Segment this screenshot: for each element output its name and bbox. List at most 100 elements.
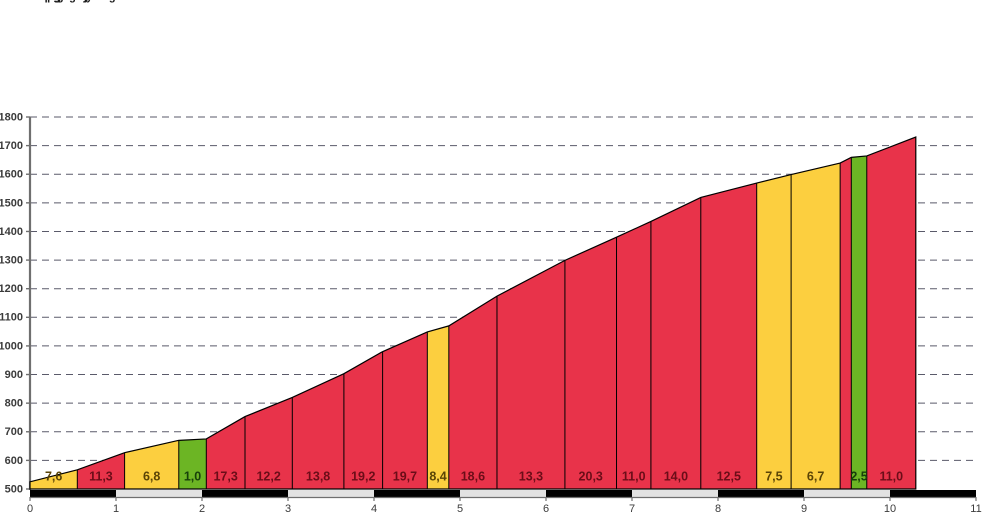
km-bar-block-5: [460, 490, 546, 497]
profile-segment-9: [427, 325, 449, 489]
point-label-13: 1380: [0, 0, 24, 3]
point-label-18: 1639 - 1st gallery: [0, 0, 90, 3]
point-label-0: 525 - Ovato: [0, 0, 60, 3]
x-tick-label: 1: [113, 503, 119, 512]
y-tick-label: 1100: [0, 312, 23, 324]
km-bar-block-1: [116, 490, 202, 497]
profile-segment-8: [382, 331, 428, 489]
gradient-label-20: 11,0: [879, 469, 903, 483]
profile-segment-1: [77, 452, 125, 489]
profile-segment-15: [700, 183, 757, 489]
km-bar-block-8: [718, 490, 804, 497]
point-label-8: 980: [0, 0, 18, 3]
km-bar-block-10: [890, 490, 976, 497]
km-bar-block-7: [632, 490, 718, 497]
gradient-label-6: 13,8: [306, 469, 330, 483]
x-tick-label: 5: [457, 503, 463, 512]
gradient-label-5: 12,2: [256, 469, 280, 483]
point-label-19: 1659 - 2nd gallery: [0, 0, 93, 3]
gradient-label-7: 19,2: [351, 469, 375, 483]
profile-segment-6: [292, 373, 344, 489]
point-label-3: 670 - Liariis: [0, 0, 61, 3]
gradient-label-17: 6,7: [807, 469, 824, 483]
y-tick-label: 1000: [0, 340, 23, 352]
x-tick-label: 3: [285, 503, 291, 512]
point-label-20: 1664 - 3rd gallery: [0, 0, 91, 3]
gradient-label-1: 11,3: [89, 469, 113, 483]
y-tick-label: 1800: [0, 111, 23, 123]
y-tick-label: 800: [5, 398, 23, 410]
point-label-6: 820: [0, 0, 18, 3]
km-bar-block-2: [202, 490, 288, 497]
x-tick-label: 11: [970, 503, 981, 512]
point-label-16: 1569 - crossroad Malga Pozof: [0, 0, 155, 3]
x-tick-label: 9: [801, 503, 807, 512]
profile-segment-2: [124, 440, 179, 489]
gradient-label-12: 20,3: [579, 469, 603, 483]
km-bar-block-6: [546, 490, 632, 497]
point-label-9: 1049: [0, 0, 24, 3]
profile-segment-10: [448, 296, 497, 489]
gradient-label-11: 13,3: [519, 469, 543, 483]
gradient-label-9: 8,4: [429, 469, 446, 483]
gradient-label-19: 2,5: [850, 469, 867, 483]
profile-segment-16: [756, 174, 792, 489]
km-bar-block-3: [288, 490, 374, 497]
x-tick-label: 6: [543, 503, 549, 512]
x-tick-label: 8: [715, 503, 721, 512]
y-tick-label: 900: [5, 369, 23, 381]
point-label-12: 1299: [0, 0, 24, 3]
x-tick-label: 4: [371, 503, 377, 512]
profile-segment-4: [206, 416, 245, 489]
point-label-10: 1070: [0, 0, 24, 3]
y-tick-label: 500: [5, 483, 23, 495]
profile-segment-3: [178, 438, 207, 489]
profile-segment-14: [650, 197, 701, 489]
x-tick-label: 0: [27, 503, 33, 512]
profile-segment-13: [616, 221, 651, 489]
profile-segment-17: [791, 163, 841, 489]
point-labels-layer: 525 - Ovato567 - Lenzone church627 - cha…: [0, 0, 155, 3]
y-tick-label: 1300: [0, 254, 23, 266]
point-label-7: 903 - turn effige San Antonio: [0, 0, 150, 3]
profile-outline: [29, 136, 917, 490]
profile-segment-7: [343, 351, 383, 489]
point-label-21: 1730 - top Monte Zoncolan: [0, 0, 139, 3]
point-label-15: 1519: [0, 0, 24, 3]
point-label-14: 1435: [0, 0, 24, 3]
gradient-label-3: 1,0: [184, 469, 201, 483]
gradient-label-16: 7,5: [765, 469, 782, 483]
point-label-2: 627 - chapel of Carmine: [0, 0, 124, 3]
profile-segment-5: [245, 397, 293, 489]
gradient-label-2: 6,8: [143, 469, 160, 483]
profile-area-layer: [30, 137, 916, 490]
y-tick-label: 1200: [0, 283, 23, 295]
gradient-label-0: 7,6: [45, 469, 62, 483]
point-label-5: 753 - Liariis stable: [0, 0, 95, 3]
y-tick-label: 1600: [0, 169, 23, 181]
profile-segment-11: [496, 260, 565, 489]
y-tick-label: 1400: [0, 226, 23, 238]
point-label-1: 567 - Lenzone church: [0, 0, 113, 3]
profile-segment-19: [851, 155, 867, 490]
y-tick-label: 600: [5, 455, 23, 467]
profile-segment-18: [840, 157, 852, 489]
gradient-label-8: 19,7: [393, 469, 417, 483]
x-tick-labels-layer: 0 1 2 3 4 5 6 7 8 9 10 11: [27, 497, 982, 512]
profile-segment-12: [564, 237, 617, 489]
profile-segment-0: [30, 469, 78, 489]
x-tick-label: 2: [199, 503, 205, 512]
point-label-4: 675: [0, 0, 18, 3]
km-bar-block-9: [804, 490, 890, 497]
point-label-11: 1174: [0, 0, 25, 3]
gradient-label-10: 18,6: [461, 469, 485, 483]
segment-dividers-layer: [76, 155, 868, 489]
km-bar-block-4: [374, 490, 460, 497]
y-tick-labels-layer: 500 600 700 800 900 1000 1100 1200 1300 1400 1500 1…: [0, 111, 23, 495]
gradient-label-4: 17,3: [213, 469, 237, 483]
gradient-labels-layer: 7,6 11,3 6,8 1,0 17,3 12,2 13,8 19,2 19,7 8,4 18,6…: [45, 469, 903, 483]
y-tick-label: 1500: [0, 197, 23, 209]
y-tick-label: 700: [5, 426, 23, 438]
